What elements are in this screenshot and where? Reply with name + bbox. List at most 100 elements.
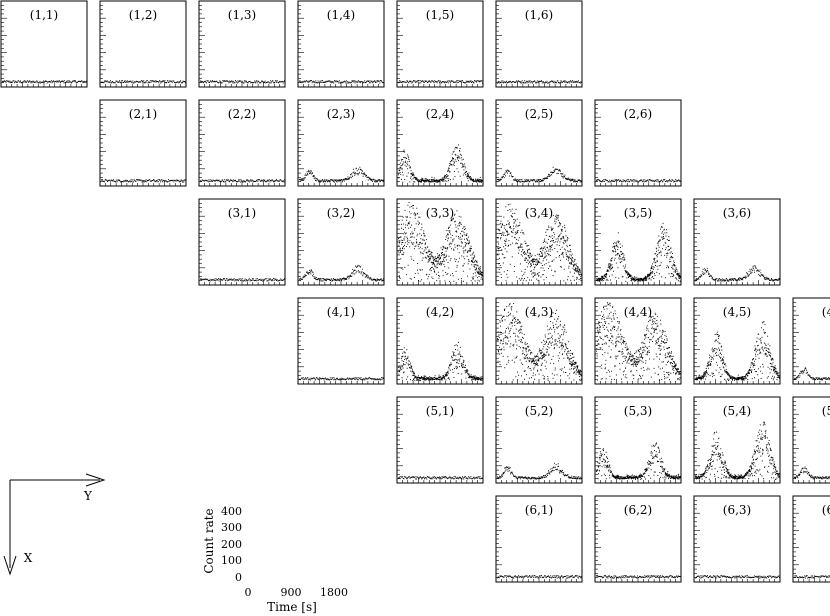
panel-label: (3,5) xyxy=(624,206,652,220)
panel-frame xyxy=(495,495,583,583)
count-rate-series xyxy=(299,377,384,381)
count-rate-series xyxy=(497,166,582,183)
x-tick-label: 0 xyxy=(245,586,252,599)
detector-panel: (6,3) xyxy=(693,495,781,583)
panel-label: (2,6) xyxy=(624,107,652,121)
panel-label: (3,3) xyxy=(426,206,454,220)
count-rate-series xyxy=(299,264,384,282)
count-rate-series xyxy=(398,144,484,183)
panel-label: (3,1) xyxy=(228,206,256,220)
panel-label: (2,2) xyxy=(228,107,256,121)
panel-frame xyxy=(396,396,484,484)
panel-label: (3,2) xyxy=(327,206,355,220)
count-rate-series xyxy=(299,80,384,84)
panel-label: (5,1) xyxy=(426,404,454,418)
x-axis-ticks: 0 900 1800 xyxy=(245,586,349,599)
count-rate-series xyxy=(794,466,830,480)
detector-panel: (3,3) xyxy=(396,198,484,286)
panel-label: (6,4) xyxy=(822,503,830,517)
panel-frame xyxy=(396,99,484,187)
panel-frame xyxy=(594,396,682,484)
panel-label: (6,1) xyxy=(525,503,553,517)
count-rate-series xyxy=(596,575,681,579)
detector-panel: (2,3) xyxy=(297,99,385,187)
detector-panel: (5,5) xyxy=(792,396,830,484)
panel-label: (4,5) xyxy=(723,305,751,319)
panel-label: (6,3) xyxy=(723,503,751,517)
count-rate-series xyxy=(497,575,582,579)
count-rate-series xyxy=(695,265,780,282)
panel-label: (1,5) xyxy=(426,8,454,22)
x-axis-title: Time [s] xyxy=(267,600,317,614)
panel-label: (5,2) xyxy=(525,404,553,418)
detector-panel: (2,2) xyxy=(198,99,286,187)
panel-label: (5,4) xyxy=(723,404,751,418)
panel-frame xyxy=(396,0,484,88)
detector-panel: (5,1) xyxy=(396,396,484,484)
count-rate-series xyxy=(596,179,681,183)
detector-panel: (1,1) xyxy=(0,0,88,88)
detector-panel: (1,3) xyxy=(198,0,286,88)
detector-panel: (4,4) xyxy=(594,297,682,385)
y-direction-label: Y xyxy=(83,489,93,503)
panel-grid: (1,1) (1,2) (1,3) (1,4) (1,5) (1,6) (2,1) (2,2)… xyxy=(0,0,830,583)
count-rate-series xyxy=(398,80,483,84)
count-rate-series xyxy=(695,321,780,381)
count-rate-series xyxy=(596,302,681,381)
detector-panel: (6,4) xyxy=(792,495,830,583)
detector-panel: (2,4) xyxy=(396,99,484,187)
y-tick-label: 0 xyxy=(235,571,242,584)
count-rate-series xyxy=(398,202,484,282)
count-rate-series xyxy=(200,179,285,183)
panel-frame xyxy=(297,198,385,286)
detector-panel: (6,1) xyxy=(495,495,583,583)
detector-panel: (4,6) xyxy=(792,297,830,385)
detector-panel: (3,6) xyxy=(693,198,781,286)
panel-frame xyxy=(198,99,286,187)
panel-label: (3,4) xyxy=(525,206,553,220)
count-rate-series xyxy=(497,80,582,84)
panel-label: (2,4) xyxy=(426,107,454,121)
panel-label: (4,6) xyxy=(822,305,830,319)
panel-label: (4,1) xyxy=(327,305,355,319)
detector-panel: (3,1) xyxy=(198,198,286,286)
panel-label: (2,5) xyxy=(525,107,553,121)
x-arrowhead-icon xyxy=(3,555,17,576)
detector-panel: (1,2) xyxy=(99,0,187,88)
panel-label: (5,5) xyxy=(822,404,830,418)
detector-panel: (2,5) xyxy=(495,99,583,187)
count-rate-series xyxy=(497,303,582,381)
panel-frame xyxy=(693,198,781,286)
detector-panel: (1,6) xyxy=(495,0,583,88)
count-rate-series xyxy=(695,421,780,480)
panel-frame xyxy=(396,297,484,385)
panel-frame xyxy=(198,0,286,88)
detector-panel: (2,1) xyxy=(99,99,187,187)
detector-panel: (1,4) xyxy=(297,0,385,88)
panel-label: (1,6) xyxy=(525,8,553,22)
x-tick-label: 900 xyxy=(281,586,302,599)
y-tick-label: 400 xyxy=(221,505,242,518)
count-rate-series xyxy=(2,80,87,84)
panel-label: (1,3) xyxy=(228,8,256,22)
panel-label: (4,4) xyxy=(624,305,652,319)
count-rate-series xyxy=(695,575,780,579)
detector-panel: (6,2) xyxy=(594,495,682,583)
panel-label: (4,2) xyxy=(426,305,454,319)
panel-frame xyxy=(495,0,583,88)
y-arrowhead-icon xyxy=(85,473,106,487)
detector-panel: (4,3) xyxy=(495,297,583,385)
panel-frame xyxy=(594,495,682,583)
detector-panel: (5,2) xyxy=(495,396,583,484)
count-rate-series xyxy=(794,367,830,381)
panel-frame xyxy=(0,0,88,88)
panel-frame xyxy=(297,0,385,88)
panel-label: (5,3) xyxy=(624,404,652,418)
count-rate-series xyxy=(497,462,582,480)
x-direction-label: X xyxy=(24,551,33,565)
count-rate-series xyxy=(398,341,484,381)
count-rate-series xyxy=(398,476,483,480)
detector-panel: (3,4) xyxy=(495,198,583,286)
panel-label: (2,1) xyxy=(129,107,157,121)
count-rate-series xyxy=(200,278,285,282)
